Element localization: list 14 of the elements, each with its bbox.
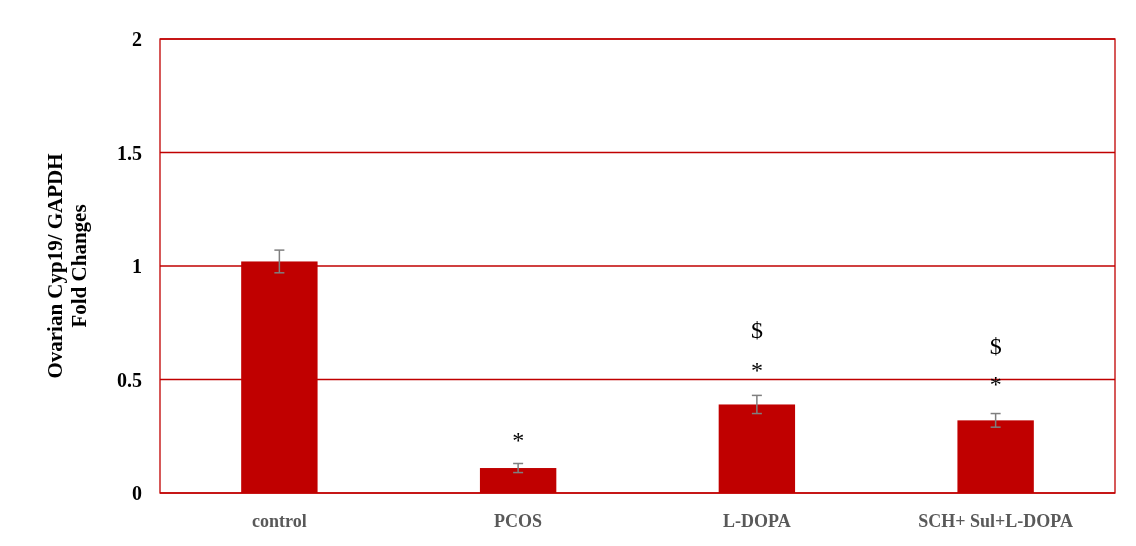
annotation: $ <box>989 332 1002 359</box>
annotation: * <box>750 356 763 383</box>
x-tick-label: SCH+ Sul+L-DOPA <box>918 511 1073 531</box>
y-tick-label: 2 <box>132 28 142 50</box>
y-tick-label: 1.5 <box>117 141 142 164</box>
y-axis-title: Ovarian Cyp19/ GAPDH Fold Changes <box>43 153 91 379</box>
y-tick-label: 1 <box>132 255 142 277</box>
x-tick-label: PCOS <box>494 511 543 531</box>
y-tick-label: 0.5 <box>117 368 142 391</box>
annotation: $ <box>750 316 763 343</box>
x-tick-label: L-DOPA <box>723 511 791 531</box>
annotation: * <box>512 426 525 453</box>
x-tick-label: control <box>252 511 307 531</box>
y-tick-label: 0 <box>132 482 142 504</box>
